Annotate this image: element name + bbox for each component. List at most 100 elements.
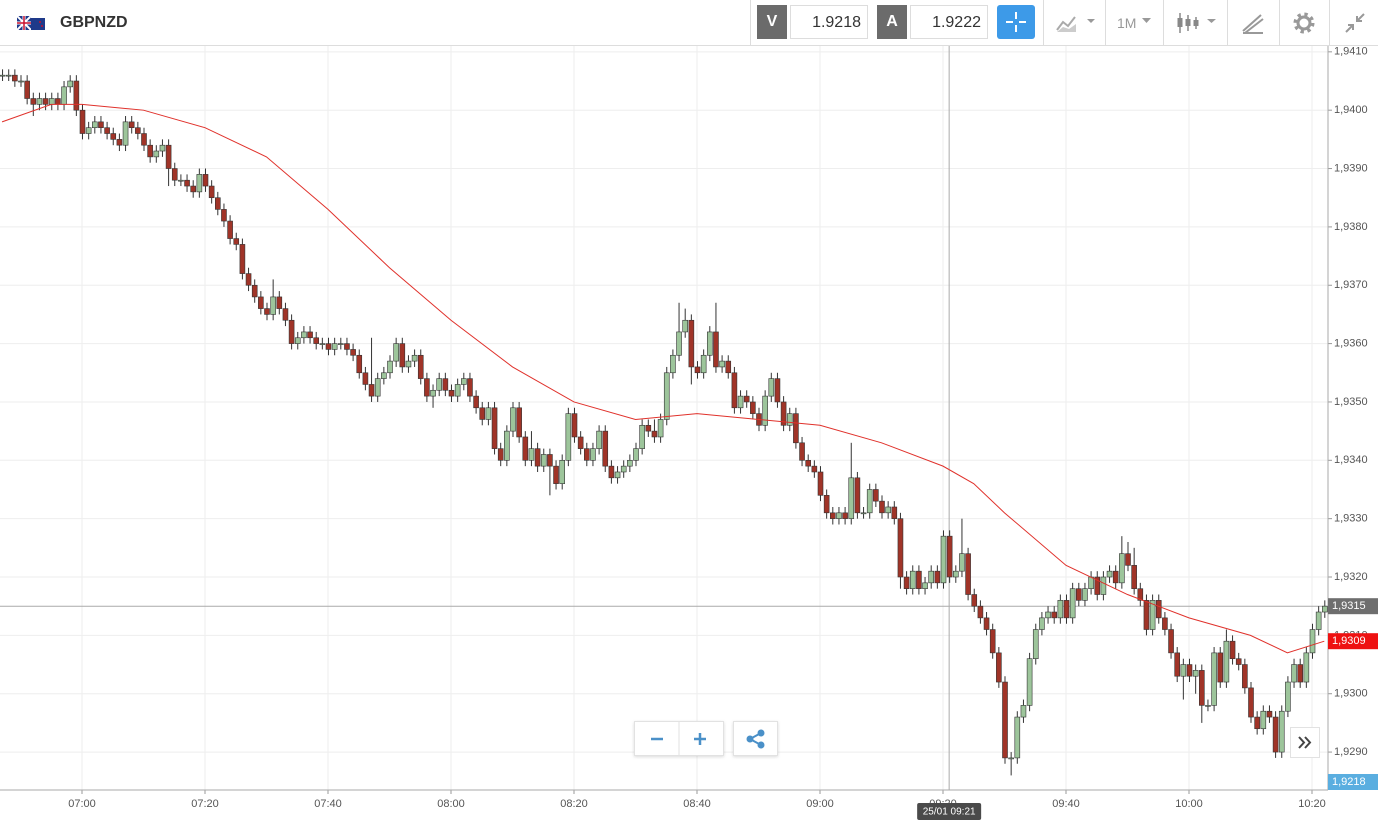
candle-body xyxy=(264,308,270,315)
candle-body xyxy=(1131,565,1137,589)
draw-button[interactable] xyxy=(1241,11,1265,35)
candle-body xyxy=(405,360,412,368)
candle-body xyxy=(5,74,12,77)
y-tick-label: 1,9320 xyxy=(1334,571,1368,583)
x-tick-label: 10:20 xyxy=(1298,798,1326,810)
candle-body xyxy=(762,395,768,426)
candle-body xyxy=(61,86,67,105)
collapse-button[interactable] xyxy=(1343,11,1367,35)
share-button[interactable] xyxy=(733,721,778,756)
candle-body xyxy=(700,354,707,374)
candle-body xyxy=(1162,617,1168,630)
candle-body xyxy=(1180,664,1187,677)
candle-body xyxy=(682,319,689,333)
candle-body xyxy=(1057,600,1064,619)
candle-body xyxy=(337,343,344,345)
candle-body xyxy=(774,378,781,403)
candle-body xyxy=(1149,600,1156,630)
candle-body xyxy=(1125,553,1131,566)
candle-body xyxy=(362,372,369,385)
candle-body xyxy=(786,413,793,426)
candle-body xyxy=(805,460,812,467)
candle-body xyxy=(928,570,935,584)
bid-marker-label: 1,9218 xyxy=(1332,776,1366,788)
y-tick-label: 1,9340 xyxy=(1334,454,1368,466)
bid-button[interactable]: V xyxy=(757,5,787,39)
candle-body xyxy=(1199,670,1205,706)
crosshair-button[interactable] xyxy=(997,5,1035,39)
candle-body xyxy=(85,127,92,134)
candle-body xyxy=(98,121,104,128)
candle-body xyxy=(374,378,381,397)
candle-body xyxy=(497,448,504,461)
candle-body xyxy=(436,378,443,391)
candle-body xyxy=(670,354,676,374)
candle-body xyxy=(301,331,307,339)
candle-body xyxy=(467,378,473,397)
candle-body xyxy=(1272,716,1279,753)
candle-body xyxy=(725,360,732,374)
candle-body xyxy=(165,144,172,169)
candle-body xyxy=(208,185,215,199)
candle-body xyxy=(239,244,246,274)
zoom-in[interactable] xyxy=(694,733,706,745)
candle-body xyxy=(460,378,467,385)
chart-type-button[interactable] xyxy=(1176,11,1220,35)
candle-body xyxy=(313,337,320,344)
candle-body xyxy=(1254,716,1260,730)
candle-body xyxy=(1045,611,1051,619)
candle-body xyxy=(288,319,295,344)
candle-body xyxy=(1192,670,1199,677)
x-tick-label: 07:40 xyxy=(314,798,342,810)
candle-body xyxy=(713,331,719,368)
settings-button[interactable] xyxy=(1292,11,1316,35)
candle-body xyxy=(233,238,240,245)
candle-body xyxy=(547,454,553,467)
candle-body xyxy=(571,413,578,438)
candle-body xyxy=(227,220,233,239)
candle-body xyxy=(885,506,891,514)
candle-body xyxy=(473,395,479,409)
candle-body xyxy=(1291,664,1297,683)
candle-body xyxy=(448,389,455,397)
candle-body xyxy=(743,395,750,403)
candle-body xyxy=(1002,681,1008,759)
candle-body xyxy=(854,477,861,514)
candle-body xyxy=(688,319,695,368)
candle-body xyxy=(1032,629,1039,660)
candle-body xyxy=(836,512,842,519)
candle-body xyxy=(270,296,276,315)
timeframe-button[interactable]: 1M xyxy=(1117,15,1137,31)
candle-body xyxy=(202,174,209,187)
candle-body xyxy=(381,372,387,379)
indicators-button[interactable] xyxy=(1055,12,1097,34)
candle-body xyxy=(903,576,910,589)
candle-body xyxy=(1315,611,1322,630)
candle-body xyxy=(829,512,836,519)
candle-body xyxy=(24,80,30,99)
candle-body xyxy=(1211,652,1217,706)
candle-body xyxy=(1119,553,1125,584)
candle-body xyxy=(12,74,18,82)
candle-body xyxy=(946,535,953,578)
candle-body xyxy=(159,144,166,152)
x-tick-label: 08:00 xyxy=(437,798,465,810)
candle-body xyxy=(959,553,965,572)
candle-body xyxy=(1088,576,1094,589)
candle-body xyxy=(1223,640,1230,683)
candle-body xyxy=(141,133,147,146)
candle-body xyxy=(1143,600,1150,630)
candle-body xyxy=(128,121,135,128)
candle-body xyxy=(879,500,885,514)
ask-button[interactable]: A xyxy=(877,5,907,39)
candle-body xyxy=(485,407,492,420)
x-tick-label: 09:40 xyxy=(1052,798,1080,810)
y-tick-label: 1,9330 xyxy=(1334,513,1368,525)
candle-body xyxy=(1248,687,1254,718)
candle-body xyxy=(1168,629,1174,654)
candle-body xyxy=(996,652,1002,683)
candle-body xyxy=(1174,652,1180,677)
scroll-end-button[interactable] xyxy=(1290,727,1320,758)
y-tick-label: 1,9360 xyxy=(1334,338,1368,350)
